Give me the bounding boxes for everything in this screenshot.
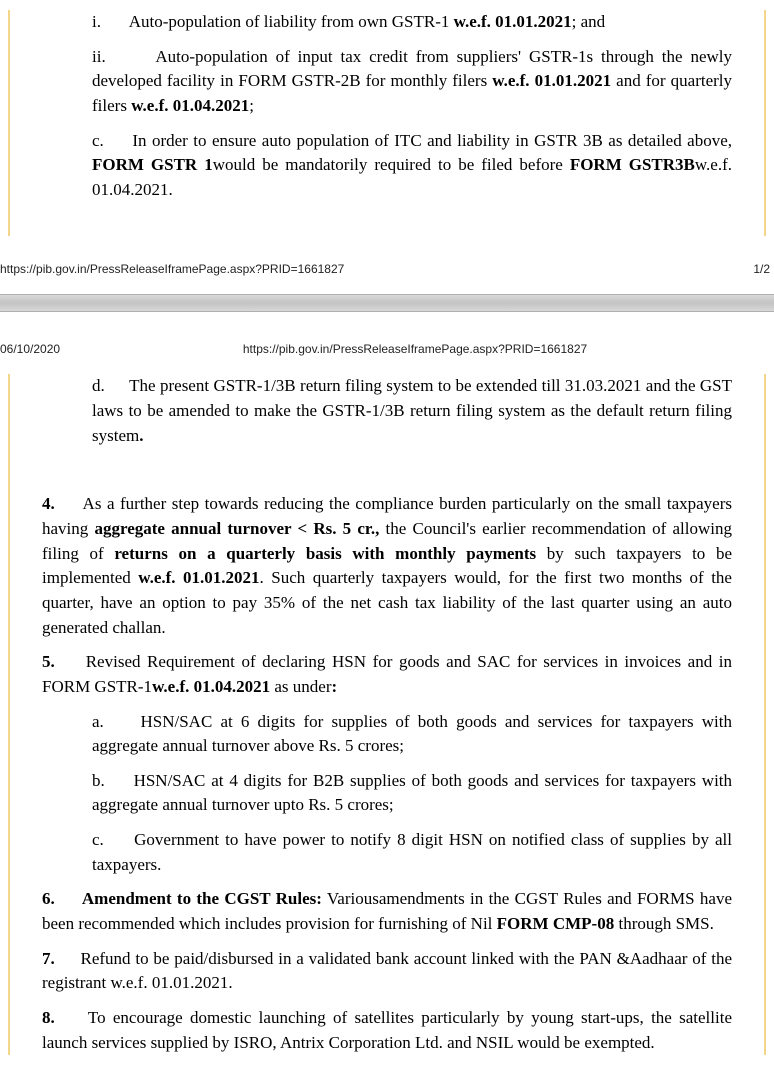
item-7-text: Refund to be paid/disbursed in a validat… — [42, 949, 732, 993]
item-6-bold2: FORM CMP-08 — [497, 914, 615, 933]
item-i-tail: ; and — [572, 12, 606, 31]
footer-url: https://pib.gov.in/PressReleaseIframePag… — [0, 262, 344, 276]
item-5c-text: Government to have power to notify 8 dig… — [92, 830, 732, 874]
item-ii: ii. Auto-population of input tax credit … — [42, 45, 732, 119]
item-c-label: c. — [92, 129, 116, 154]
item-4-bold2: returns on a quarterly basis with monthl… — [114, 544, 536, 563]
footer-pagenum: 1/2 — [753, 262, 770, 276]
page-1-section: i. Auto-population of liability from own… — [8, 10, 766, 236]
header-url: https://pib.gov.in/PressReleaseIframePag… — [60, 342, 770, 356]
page-1-content: i. Auto-population of liability from own… — [12, 10, 762, 236]
item-ii-tail: ; — [249, 96, 254, 115]
item-5-num: 5. — [42, 650, 66, 675]
item-d-bold: . — [139, 426, 143, 445]
item-c-text1: In order to ensure auto population of IT… — [132, 131, 732, 150]
item-4-bold3: w.e.f. 01.01.2021 — [138, 568, 259, 587]
item-i-label: i. — [92, 10, 116, 35]
item-d: d. The present GSTR-1/3B return filing s… — [42, 374, 732, 448]
item-4-num: 4. — [42, 492, 66, 517]
item-6-bold1: Amendment to the CGST Rules: — [82, 889, 322, 908]
item-7-num: 7. — [42, 947, 66, 972]
item-4-bold1: aggregate annual turnover < Rs. 5 cr., — [94, 519, 379, 538]
header-date: 06/10/2020 — [0, 342, 60, 356]
item-7: 7. Refund to be paid/disbursed in a vali… — [42, 947, 732, 996]
item-5-text1: Revised Requirement of declaring HSN for… — [42, 652, 732, 696]
item-d-label: d. — [92, 374, 116, 399]
item-5b-text: HSN/SAC at 4 digits for B2B supplies of … — [92, 771, 732, 815]
item-8-num: 8. — [42, 1006, 66, 1031]
page-2-header: 06/10/2020 https://pib.gov.in/PressRelea… — [0, 342, 774, 364]
item-4: 4. As a further step towards reducing th… — [42, 492, 732, 640]
item-ii-label: ii. — [92, 45, 116, 70]
item-c-text2: would be mandatorily required to be file… — [213, 155, 570, 174]
item-i-text: Auto-population of liability from own GS… — [129, 12, 454, 31]
page-break-gap — [0, 280, 774, 290]
item-c: c. In order to ensure auto population of… — [42, 129, 732, 203]
item-6: 6. Amendment to the CGST Rules: Variousa… — [42, 887, 732, 936]
item-5-bold1: w.e.f. 01.04.2021 — [152, 677, 270, 696]
item-8-text: To encourage domestic launching of satel… — [42, 1008, 732, 1052]
item-c-bold1: FORM GSTR 1 — [92, 155, 213, 174]
item-ii-bold1: w.e.f. 01.01.2021 — [492, 71, 611, 90]
item-i-bold: w.e.f. 01.01.2021 — [454, 12, 572, 31]
item-ii-bold2: w.e.f. 01.04.2021 — [131, 96, 249, 115]
item-d-text: The present GSTR-1/3B return filing syst… — [92, 376, 732, 444]
page-2-content: d. The present GSTR-1/3B return filing s… — [12, 374, 762, 1055]
item-6-num: 6. — [42, 887, 66, 912]
item-c-bold2: FORM GSTR3B — [570, 155, 695, 174]
page-1-footer: https://pib.gov.in/PressReleaseIframePag… — [0, 256, 774, 280]
item-5b-label: b. — [92, 769, 116, 794]
page-divider — [0, 294, 774, 312]
item-5: 5. Revised Requirement of declaring HSN … — [42, 650, 732, 699]
item-5-bold2: : — [331, 677, 337, 696]
item-6-text2: through SMS. — [614, 914, 714, 933]
item-5c: c. Government to have power to notify 8 … — [42, 828, 732, 877]
page-2-section: d. The present GSTR-1/3B return filing s… — [8, 374, 766, 1055]
item-5-text2: as under — [270, 677, 331, 696]
item-5c-label: c. — [92, 828, 116, 853]
item-5a: a. HSN/SAC at 6 digits for supplies of b… — [42, 710, 732, 759]
item-5a-label: a. — [92, 710, 116, 735]
item-i: i. Auto-population of liability from own… — [42, 10, 732, 35]
item-5b: b. HSN/SAC at 4 digits for B2B supplies … — [42, 769, 732, 818]
item-8: 8. To encourage domestic launching of sa… — [42, 1006, 732, 1055]
item-5a-text: HSN/SAC at 6 digits for supplies of both… — [92, 712, 732, 756]
